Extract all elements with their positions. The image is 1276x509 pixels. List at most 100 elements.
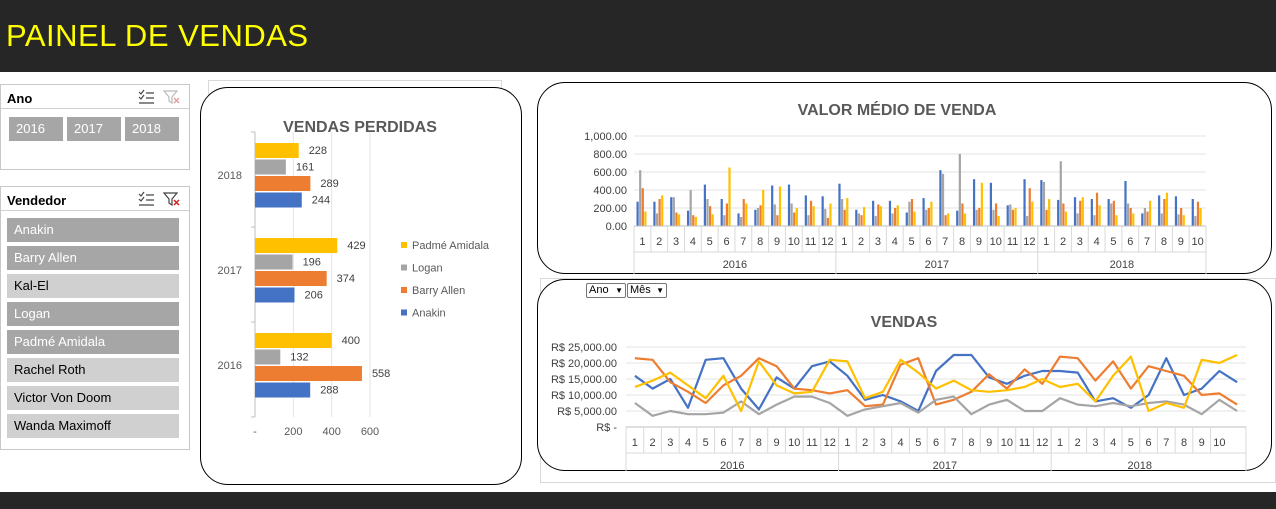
series-line-logan: [633, 394, 1238, 417]
bar-month: [1179, 207, 1182, 226]
slicer-vendedor-logan[interactable]: Logan: [7, 302, 179, 326]
clear-filter-icon[interactable]: [163, 89, 181, 105]
bar-month: [739, 216, 742, 226]
bar-month: [944, 214, 947, 226]
bar-month: [857, 212, 860, 226]
category-label: 2018: [217, 170, 241, 182]
month-tick-label: 10: [787, 236, 799, 248]
slicer-ano-2017[interactable]: 2017: [67, 117, 121, 141]
bar-month: [1143, 207, 1146, 226]
bar-month: [1131, 212, 1134, 226]
bar-month: [975, 209, 978, 226]
bar-month: [1047, 198, 1050, 226]
month-tick-label: 4: [1093, 236, 1099, 248]
dropdown-mes[interactable]: Mês ▼: [627, 283, 667, 298]
dropdown-ano-value: Ano: [589, 284, 609, 296]
month-tick-label: 11: [1006, 236, 1017, 248]
bar-month: [778, 185, 781, 226]
year-label: 2018: [1127, 460, 1151, 471]
bar-month: [677, 213, 680, 226]
bar-month: [1006, 204, 1009, 226]
month-tick-label: 4: [689, 236, 695, 248]
bar-month: [1044, 209, 1048, 226]
bar-month: [1098, 204, 1101, 226]
slicer-vendedor-anakin[interactable]: Anakin: [7, 218, 179, 242]
slicer-ano-2018[interactable]: 2018: [125, 117, 179, 141]
bar-month: [1073, 196, 1076, 226]
clear-filter-icon[interactable]: [163, 191, 181, 207]
slicer-vendedor-rachel-roth[interactable]: Rachel Roth: [7, 358, 179, 382]
bar-month: [758, 204, 762, 226]
y-tick-label: R$ -: [596, 422, 617, 434]
bar-month: [922, 197, 925, 226]
bar-month: [1090, 198, 1093, 226]
bar-month: [980, 182, 983, 226]
bar-month: [812, 205, 815, 226]
data-label: 558: [371, 368, 389, 380]
month-tick-label: 9: [975, 236, 981, 248]
bar-month: [1165, 192, 1168, 226]
month-tick-label: 8: [1180, 437, 1186, 449]
multi-select-icon[interactable]: [137, 89, 155, 105]
y-tick-label: R$ 20,000.00: [550, 358, 616, 370]
month-tick-label: 9: [773, 437, 779, 449]
slicer-vendedor-wanda-maximoff[interactable]: Wanda Maximoff: [7, 414, 179, 438]
bar-month: [1145, 211, 1149, 226]
data-label: 289: [320, 178, 338, 190]
bar-month: [972, 178, 975, 226]
slicer-vendedor: Vendedor Anakin Barry Allen Kal-El Logan…: [0, 186, 190, 450]
multi-select-icon[interactable]: [137, 191, 155, 207]
bar-month: [1025, 215, 1028, 226]
month-tick-label: 2: [862, 437, 868, 449]
month-tick-label: 4: [684, 437, 690, 449]
bar-month: [672, 196, 675, 226]
bar-month: [652, 201, 656, 226]
bar-month: [890, 212, 894, 226]
series-line-barry-allen: [634, 354, 1238, 407]
bar-month: [1008, 203, 1011, 226]
slicer-vendedor-padme-amidala[interactable]: Padmé Amidala: [7, 330, 179, 354]
bar-month: [826, 217, 829, 226]
chart-valor-medio[interactable]: VALOR MÉDIO DE VENDA 1,000.00 800.00 600.00…: [537, 82, 1272, 274]
chart-vendas-perdidas[interactable]: VENDAS PERDIDAS 2018 228 161 289 244 2017 429 19…: [200, 87, 522, 485]
month-tick-label: 10: [989, 236, 1001, 248]
x-tick-label: -: [253, 426, 257, 438]
y-tick-label: R$ 15,000.00: [550, 374, 616, 386]
bar-padm-amidala: [254, 332, 332, 348]
slicer-vendedor-barry-allen[interactable]: Barry Allen: [7, 246, 179, 270]
month-tick-label: 3: [874, 236, 880, 248]
bar-month: [924, 209, 927, 226]
slicer-vendedor-victor-von-doom[interactable]: Victor Von Doom: [7, 386, 179, 410]
bar-month: [1160, 212, 1163, 226]
month-tick-label: 8: [757, 236, 763, 248]
category-label: 2016: [217, 360, 241, 372]
data-label: 288: [320, 384, 338, 396]
bar-month: [722, 214, 725, 226]
dropdown-ano[interactable]: Ano ▼: [586, 283, 626, 298]
month-tick-label: 3: [672, 236, 678, 248]
bar-month: [960, 203, 964, 226]
bar-month: [703, 184, 706, 226]
bar-month: [1022, 178, 1026, 226]
bar-month: [823, 208, 826, 226]
month-tick-label: 6: [925, 236, 931, 248]
valor-medio-svg: VALOR MÉDIO DE VENDA 1,000.00 800.00 600.00…: [584, 100, 1206, 274]
bar-month: [1092, 214, 1096, 226]
slicer-vendedor-kal-el[interactable]: Kal-El: [7, 274, 179, 298]
legend-label: Logan: [412, 262, 443, 274]
month-tick-label: 10: [1000, 437, 1012, 449]
month-tick-label: 9: [1177, 236, 1183, 248]
data-label: 400: [341, 335, 359, 347]
bar-month: [1056, 199, 1059, 226]
month-tick-label: 1: [841, 236, 847, 248]
bar-month: [660, 194, 663, 226]
month-tick-label: 4: [891, 236, 897, 248]
bar-month: [843, 209, 846, 226]
month-tick-label: 5: [706, 236, 712, 248]
bar-barry-allen: [254, 365, 362, 381]
bar-month: [929, 201, 932, 226]
bar-month: [1140, 212, 1143, 226]
month-tick-label: 3: [1076, 236, 1082, 248]
slicer-ano-2016[interactable]: 2016: [9, 117, 63, 141]
chart-vendas[interactable]: VENDAS R$ 25,000.00 R$ 20,000.00 R$ 15,000.…: [537, 279, 1272, 471]
